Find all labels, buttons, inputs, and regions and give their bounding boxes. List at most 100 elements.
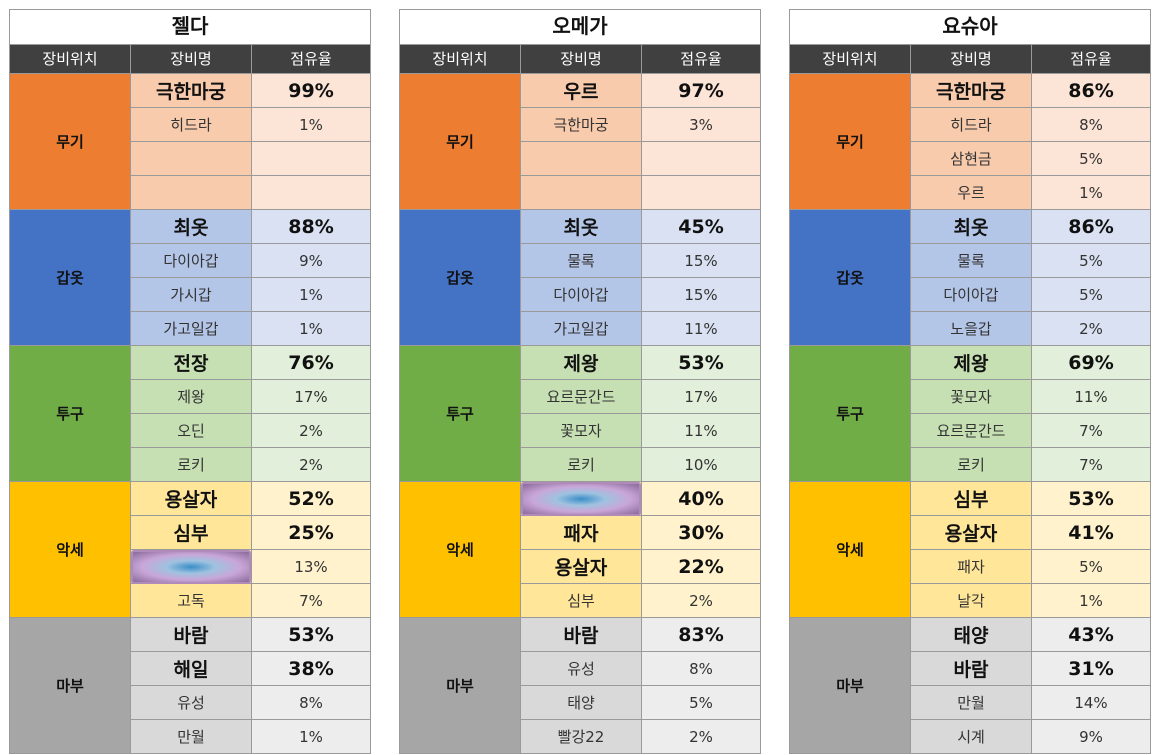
item-name: [131, 142, 252, 175]
item-name: 우르: [911, 176, 1032, 209]
equipment-group: 악세 심부 53% 용살자 41% 패자 5% 날각 1%: [790, 481, 1150, 617]
share-value: 30%: [642, 516, 760, 549]
item-name: 우르: [521, 74, 642, 107]
table-row: 심부 2%: [521, 583, 760, 617]
table-row: 용살자 41%: [911, 515, 1150, 549]
item-name: 만월: [131, 720, 252, 753]
equipment-slot: 악세: [10, 482, 131, 617]
share-value: 7%: [252, 584, 370, 617]
share-value: 17%: [252, 380, 370, 413]
table-row: 날각 1%: [911, 583, 1150, 617]
table-row: 히드라 8%: [911, 107, 1150, 141]
share-value: 1%: [1032, 176, 1150, 209]
equipment-group: 갑옷 최옷 88% 다이아갑 9% 가시갑 1% 가고일갑 1%: [10, 209, 370, 345]
group-rows: 40% 패자 30% 용살자 22% 심부 2%: [521, 481, 760, 617]
table-row: [131, 175, 370, 209]
share-value: 45%: [642, 210, 760, 243]
column-header: 장비명: [911, 45, 1032, 73]
share-value: 8%: [1032, 108, 1150, 141]
item-name: 전장: [131, 346, 252, 379]
column-header: 점유율: [1070, 50, 1112, 68]
item-name: 빨강22: [521, 720, 642, 753]
equipment-table: 오메가 장비위치 장비명 점유율 무기 우르 97% 극한마궁 3% 갑옷 최옷 45% 물록 15% 다이…: [399, 9, 761, 754]
table-row: 만월 14%: [911, 685, 1150, 719]
equipment-group: 갑옷 최옷 86% 물록 5% 다이아갑 5% 노을갑 2%: [790, 209, 1150, 345]
share-value: 1%: [252, 108, 370, 141]
table-row: 심부 25%: [131, 515, 370, 549]
item-name: 극한마궁: [131, 74, 252, 107]
column-header: 장비위치: [10, 45, 131, 73]
item-name: 제왕: [911, 346, 1032, 379]
equipment-group: 악세 40% 패자 30% 용살자 22% 심부 2%: [400, 481, 760, 617]
item-image-icon: [131, 549, 251, 584]
equipment-slot: 투구: [400, 346, 521, 481]
group-rows: 용살자 52% 심부 25% 13% 고독 7%: [131, 482, 370, 617]
item-name: 제왕: [521, 346, 642, 379]
item-name: [521, 142, 642, 175]
table-row: 제왕 17%: [131, 379, 370, 413]
item-name: 용살자: [521, 550, 642, 583]
share-value: 13%: [252, 550, 370, 583]
share-value: 5%: [1032, 550, 1150, 583]
share-value: 11%: [642, 312, 760, 345]
group-rows: 전장 76% 제왕 17% 오딘 2% 로키 2%: [131, 346, 370, 481]
share-value: 9%: [1032, 720, 1150, 753]
table-row: 패자 30%: [521, 515, 760, 549]
item-name: 태양: [521, 686, 642, 719]
item-name: 심부: [131, 516, 252, 549]
item-name: 오딘: [131, 414, 252, 447]
share-value: 2%: [642, 584, 760, 617]
group-rows: 극한마궁 99% 히드라 1%: [131, 74, 370, 209]
equipment-group: 투구 전장 76% 제왕 17% 오딘 2% 로키 2%: [10, 345, 370, 481]
group-rows: 바람 53% 해일 38% 유성 8% 만월 1%: [131, 618, 370, 753]
table-row: 최옷 88%: [131, 210, 370, 243]
share-value: 7%: [1032, 448, 1150, 481]
equipment-slot: 무기: [400, 74, 521, 209]
share-value: 52%: [252, 482, 370, 515]
item-name: 로키: [911, 448, 1032, 481]
table-row: 로키 2%: [131, 447, 370, 481]
item-name: 최옷: [911, 210, 1032, 243]
table-row: 다이아갑 9%: [131, 243, 370, 277]
equipment-group: 투구 제왕 69% 꽃모자 11% 요르문간드 7% 로키 7%: [790, 345, 1150, 481]
table-header-row: 장비위치 장비명 점유율: [790, 45, 1150, 73]
equipment-slot: 마부: [790, 618, 911, 753]
column-header: 장비명: [521, 45, 642, 73]
group-rows: 심부 53% 용살자 41% 패자 5% 날각 1%: [911, 482, 1150, 617]
item-name: 바람: [521, 618, 642, 651]
equipment-slot: 악세: [400, 482, 521, 617]
column-header: 점유율: [680, 50, 722, 68]
table-row: 우르 1%: [911, 175, 1150, 209]
equipment-slot: 투구: [790, 346, 911, 481]
item-name: 심부: [911, 482, 1032, 515]
item-name: 패자: [911, 550, 1032, 583]
item-name: 유성: [131, 686, 252, 719]
column-header: 장비명: [131, 45, 252, 73]
table-row: 유성 8%: [521, 651, 760, 685]
column-header: 장비위치: [400, 45, 521, 73]
table-row: 가시갑 1%: [131, 277, 370, 311]
item-name: 히드라: [131, 108, 252, 141]
share-value: 25%: [252, 516, 370, 549]
share-value: 3%: [642, 108, 760, 141]
share-value: 5%: [1032, 142, 1150, 175]
group-rows: 제왕 69% 꽃모자 11% 요르문간드 7% 로키 7%: [911, 346, 1150, 481]
table-row: [521, 141, 760, 175]
table-row: 만월 1%: [131, 719, 370, 753]
equipment-group: 무기 극한마궁 99% 히드라 1%: [10, 73, 370, 209]
item-name: 노을갑: [911, 312, 1032, 345]
item-name: 극한마궁: [911, 74, 1032, 107]
item-name: 태양: [911, 618, 1032, 651]
share-value: [642, 176, 760, 209]
table-row: 삼현금 5%: [911, 141, 1150, 175]
table-row: 고독 7%: [131, 583, 370, 617]
group-rows: 제왕 53% 요르문간드 17% 꽃모자 11% 로키 10%: [521, 346, 760, 481]
share-value: 2%: [252, 414, 370, 447]
table-row: 빨강22 2%: [521, 719, 760, 753]
share-value: 14%: [1032, 686, 1150, 719]
equipment-slot: 악세: [790, 482, 911, 617]
share-value: 1%: [252, 312, 370, 345]
table-header-row: 장비위치 장비명 점유율: [10, 45, 370, 73]
table-row: 가고일갑 1%: [131, 311, 370, 345]
share-value: 76%: [252, 346, 370, 379]
